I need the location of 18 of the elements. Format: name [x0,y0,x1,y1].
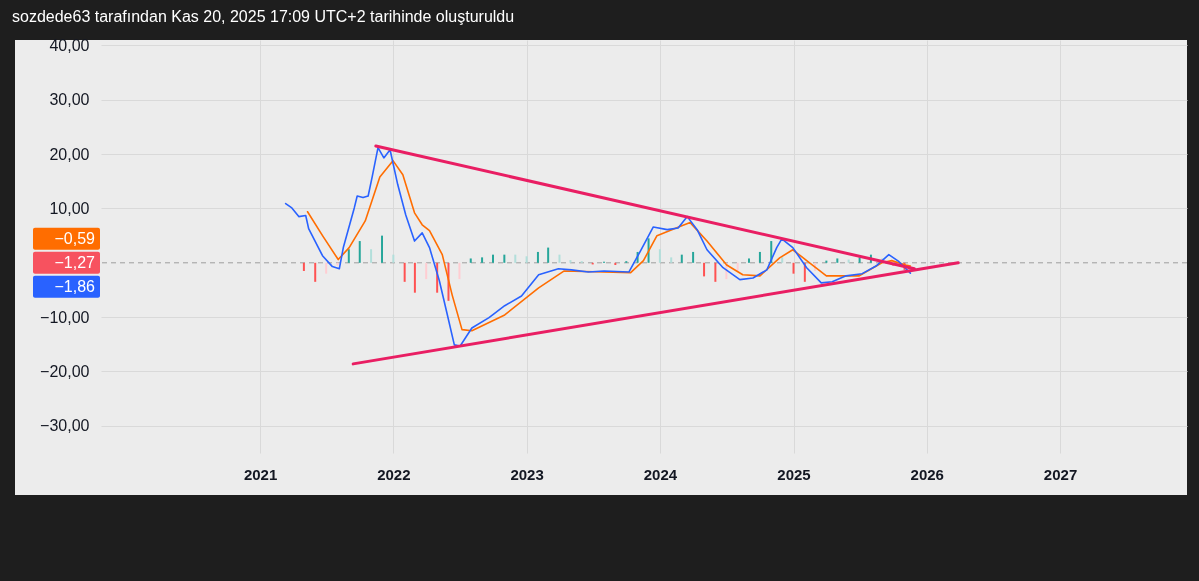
chart-title: sozdede63 tarafından Kas 20, 2025 17:09 UTC+2 tarihinde oluşturuldu [12,8,515,26]
y-tick-label: 30,00 [49,91,90,109]
x-tick-label: 2024 [643,465,678,483]
text: −0,59 [54,229,96,247]
text: −1,86 [54,277,96,295]
x-tick-label: 2026 [910,465,944,483]
y-tick-label: −20,00 [40,362,90,380]
x-tick-label: 2022 [377,465,411,483]
y-tick-label: −10,00 [40,308,90,326]
x-tick-label: 2021 [243,465,278,483]
text: −1,27 [54,253,96,271]
y-tick-label: −30,00 [40,417,90,435]
y-tick-label: 10,00 [49,199,90,217]
x-tick-label: 2027 [1043,465,1078,483]
x-tick-label: 2025 [777,465,811,483]
y-tick-label: 40,00 [49,36,90,54]
y-tick-label: 20,00 [49,145,90,163]
x-tick-label: 2023 [510,465,544,483]
